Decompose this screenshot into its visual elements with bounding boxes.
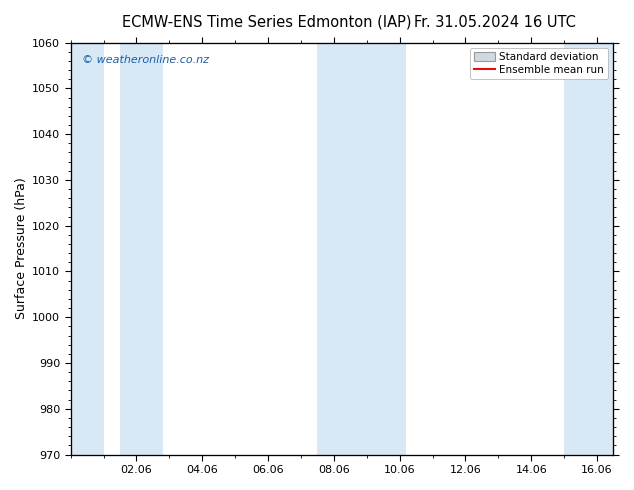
Legend: Standard deviation, Ensemble mean run: Standard deviation, Ensemble mean run — [470, 48, 608, 79]
Text: ECMW-ENS Time Series Edmonton (IAP): ECMW-ENS Time Series Edmonton (IAP) — [122, 15, 411, 30]
Y-axis label: Surface Pressure (hPa): Surface Pressure (hPa) — [15, 178, 28, 319]
Bar — [120, 43, 163, 455]
Bar — [564, 43, 614, 455]
Bar — [318, 43, 406, 455]
Text: Fr. 31.05.2024 16 UTC: Fr. 31.05.2024 16 UTC — [413, 15, 576, 30]
Bar — [71, 43, 103, 455]
Text: © weatheronline.co.nz: © weatheronline.co.nz — [82, 55, 209, 65]
